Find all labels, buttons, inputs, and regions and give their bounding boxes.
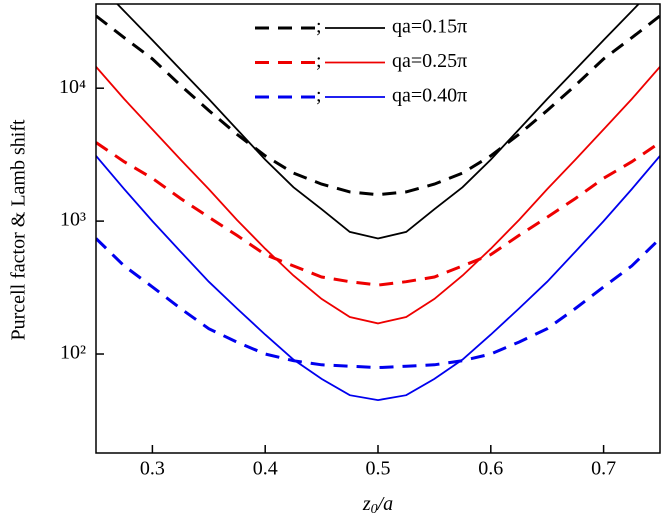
- legend-label: qa=0.15π: [392, 16, 467, 38]
- y-tick-label: 10⁴: [59, 76, 86, 98]
- legend-label: ;: [316, 16, 322, 38]
- frame: [95, 3, 661, 454]
- x-tick-label: 0.7: [591, 458, 616, 480]
- x-tick-label: 0.5: [366, 458, 391, 480]
- x-label-main: z: [362, 493, 371, 515]
- legend-label: qa=0.40π: [392, 85, 467, 107]
- x-tick-label: 0.6: [478, 458, 503, 480]
- x-label-sub: 0: [371, 502, 378, 517]
- line-series: [96, 14, 660, 197]
- y-tick-label: 10³: [60, 209, 86, 231]
- legend-label: ;: [316, 50, 322, 72]
- x-tick-label: 0.3: [140, 458, 165, 480]
- legend-label: ;: [316, 85, 322, 107]
- plot-area: [96, 4, 660, 402]
- y-axis-label: Purcell factor & Lamb shift: [8, 119, 30, 340]
- legend-label: qa=0.25π: [392, 50, 467, 72]
- line-series: [96, 237, 660, 370]
- line-series: [96, 141, 660, 287]
- x-tick-label: 0.4: [253, 458, 278, 480]
- line-series: [116, 4, 640, 240]
- line-series: [96, 155, 660, 402]
- line-series: [96, 66, 660, 325]
- y-tick-label: 10²: [60, 342, 86, 364]
- x-label-rest: /a: [377, 493, 394, 515]
- x-axis-label: z0/a: [362, 493, 393, 518]
